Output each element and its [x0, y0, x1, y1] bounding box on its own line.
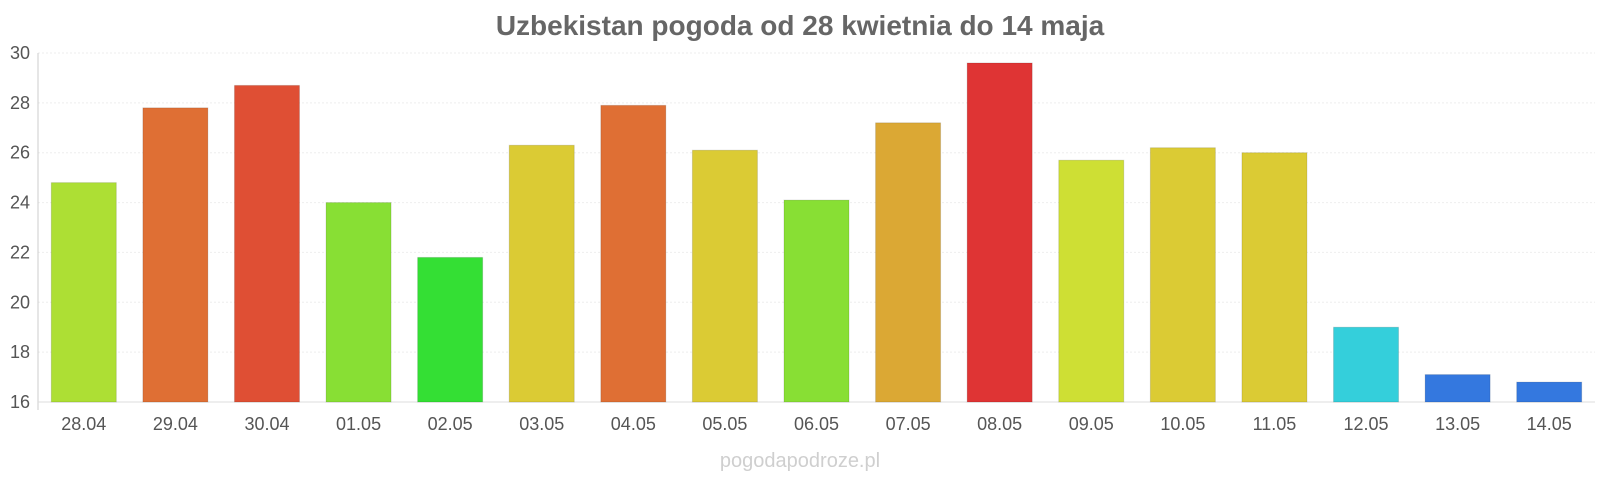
bar — [233, 84, 300, 403]
y-tick-label: 28 — [10, 93, 30, 113]
bar — [142, 107, 209, 403]
x-tick-label: 01.05 — [336, 414, 381, 434]
x-tick-label: 11.05 — [1253, 414, 1297, 434]
bar — [875, 122, 942, 403]
y-tick-label: 24 — [10, 193, 30, 213]
y-tick-label: 26 — [10, 143, 30, 163]
x-tick-label: 05.05 — [702, 414, 747, 434]
watermark: pogodapodroze.pl — [719, 450, 881, 472]
x-tick-label: 28.04 — [61, 414, 106, 434]
bar — [600, 104, 667, 403]
x-tick-label: 14.05 — [1527, 414, 1572, 434]
bar — [325, 202, 392, 403]
x-tick-label: 08.05 — [977, 414, 1022, 434]
bar — [508, 144, 575, 403]
x-tick-label: 03.05 — [519, 414, 564, 434]
bar — [1241, 152, 1308, 403]
x-tick-label: 02.05 — [428, 414, 473, 434]
y-tick-label: 22 — [10, 242, 30, 262]
bar — [1333, 326, 1400, 403]
chart-title: Uzbekistan pogoda od 28 kwietnia do 14 m… — [495, 10, 1105, 41]
y-tick-label: 30 — [10, 43, 30, 63]
bar — [50, 182, 117, 403]
x-tick-label: 04.05 — [611, 414, 656, 434]
x-tick-label: 09.05 — [1069, 414, 1114, 434]
y-tick-label: 20 — [10, 292, 30, 312]
x-tick-labels: 28.04 29.04 30.04 01.05 02.05 03.05 04.05 05.05… — [61, 414, 1571, 434]
x-tick-label: 07.05 — [886, 414, 931, 434]
y-tick-labels: 16 18 20 22 24 26 28 30 — [10, 43, 30, 412]
x-tick-label: 10.05 — [1160, 414, 1205, 434]
bar — [966, 62, 1033, 403]
y-tick-label: 16 — [10, 392, 30, 412]
x-tick-label: 29.04 — [153, 414, 198, 434]
x-tick-label: 12.05 — [1344, 414, 1389, 434]
x-tick-label: 30.04 — [244, 414, 289, 434]
bars — [50, 62, 1583, 403]
bar — [417, 256, 484, 403]
y-tick-label: 18 — [10, 342, 30, 362]
bar — [1516, 381, 1583, 403]
bar — [1149, 147, 1216, 403]
bar — [691, 149, 758, 403]
bar — [783, 199, 850, 403]
x-tick-label: 06.05 — [794, 414, 839, 434]
x-tick-label: 13.05 — [1435, 414, 1480, 434]
bar — [1058, 159, 1125, 403]
bar — [1424, 374, 1491, 403]
